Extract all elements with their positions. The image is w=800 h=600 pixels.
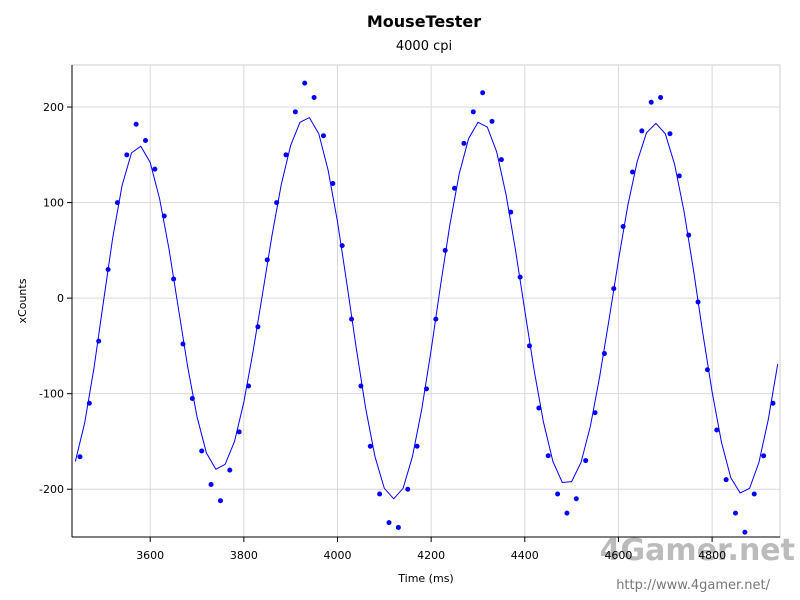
data-point bbox=[508, 209, 514, 215]
data-point bbox=[152, 166, 158, 172]
data-point bbox=[264, 257, 270, 263]
data-point bbox=[761, 453, 767, 459]
plot-area bbox=[71, 64, 781, 538]
data-point bbox=[189, 395, 195, 401]
x-tick-label: 4000 bbox=[324, 549, 352, 562]
data-point bbox=[704, 367, 710, 373]
data-point bbox=[274, 200, 280, 206]
data-point bbox=[330, 180, 336, 186]
data-point bbox=[124, 152, 130, 158]
data-point bbox=[733, 510, 739, 516]
data-point bbox=[536, 405, 542, 411]
data-point bbox=[686, 232, 692, 238]
data-point bbox=[667, 131, 673, 137]
data-point bbox=[573, 496, 579, 502]
data-point bbox=[180, 341, 186, 347]
data-point bbox=[452, 185, 458, 191]
data-point bbox=[489, 118, 495, 124]
data-point bbox=[143, 137, 149, 143]
data-point bbox=[217, 498, 223, 504]
data-point bbox=[545, 453, 551, 459]
data-point bbox=[367, 443, 373, 449]
data-point bbox=[639, 128, 645, 134]
data-point bbox=[86, 400, 92, 406]
data-point bbox=[526, 343, 532, 349]
x-tick-label: 4200 bbox=[417, 549, 445, 562]
data-point bbox=[630, 169, 635, 175]
data-point bbox=[751, 491, 757, 497]
data-point bbox=[714, 427, 720, 433]
x-axis-label: Time (ms) bbox=[397, 572, 453, 585]
data-point bbox=[114, 200, 120, 206]
data-point bbox=[442, 247, 448, 253]
data-point bbox=[339, 243, 345, 249]
data-point bbox=[470, 109, 476, 115]
data-point bbox=[395, 524, 401, 530]
data-point bbox=[620, 223, 626, 229]
data-point bbox=[601, 351, 607, 357]
series-line bbox=[74, 116, 779, 500]
data-point bbox=[676, 173, 682, 179]
data-point bbox=[770, 400, 776, 406]
data-point bbox=[517, 274, 523, 280]
data-point bbox=[405, 486, 411, 492]
data-point bbox=[358, 383, 364, 389]
data-point bbox=[564, 510, 570, 516]
data-point bbox=[246, 383, 252, 389]
data-point bbox=[171, 276, 177, 282]
data-point bbox=[658, 94, 664, 100]
data-point bbox=[236, 429, 242, 435]
data-point bbox=[695, 299, 701, 305]
y-tick-label: 0 bbox=[57, 292, 64, 305]
data-point bbox=[227, 467, 233, 473]
watermark-url: http://www.4gamer.net/ bbox=[616, 578, 770, 593]
y-tick-label: -200 bbox=[39, 483, 64, 496]
x-tick-label: 3800 bbox=[230, 549, 258, 562]
data-point bbox=[480, 90, 486, 96]
data-point bbox=[208, 481, 214, 487]
data-point bbox=[461, 140, 467, 146]
data-point bbox=[255, 324, 261, 330]
chart-title: MouseTester bbox=[367, 12, 481, 31]
data-point bbox=[423, 386, 429, 392]
data-point bbox=[386, 520, 392, 526]
data-point bbox=[583, 458, 589, 464]
x-tick-label: 4600 bbox=[604, 549, 632, 562]
data-point bbox=[723, 477, 729, 483]
data-point bbox=[349, 316, 355, 322]
data-point bbox=[302, 80, 308, 86]
data-point bbox=[648, 99, 654, 105]
data-point bbox=[555, 491, 561, 497]
y-tick-label: 200 bbox=[43, 101, 64, 114]
data-point bbox=[311, 94, 317, 100]
y-tick-label: -100 bbox=[39, 388, 64, 401]
x-tick-label: 4800 bbox=[698, 549, 726, 562]
data-point bbox=[283, 152, 289, 158]
data-point bbox=[498, 157, 504, 163]
data-point bbox=[377, 491, 383, 497]
data-point bbox=[433, 316, 439, 322]
data-point bbox=[96, 338, 102, 344]
data-point bbox=[199, 448, 205, 454]
data-point bbox=[133, 121, 139, 127]
data-point bbox=[320, 133, 326, 139]
x-tick-label: 3600 bbox=[136, 549, 164, 562]
watermark: 4Gamer.net bbox=[600, 533, 795, 568]
data-point bbox=[77, 454, 83, 460]
chart-subtitle: 4000 cpi bbox=[396, 39, 452, 54]
data-point bbox=[292, 109, 298, 115]
data-point bbox=[592, 410, 598, 416]
data-point bbox=[414, 443, 420, 449]
y-axis-label: xCounts bbox=[16, 278, 29, 323]
data-point bbox=[105, 266, 111, 272]
x-tick-label: 4400 bbox=[511, 549, 539, 562]
data-point bbox=[611, 286, 617, 292]
data-point bbox=[742, 529, 748, 535]
data-point bbox=[161, 213, 167, 219]
y-tick-label: 100 bbox=[43, 197, 64, 210]
